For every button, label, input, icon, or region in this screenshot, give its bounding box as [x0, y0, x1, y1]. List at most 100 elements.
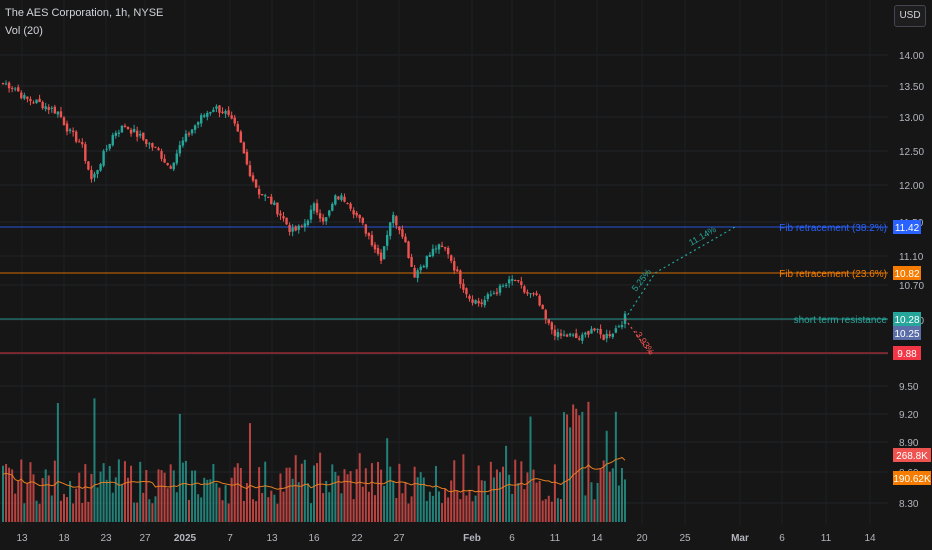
volume-bar	[425, 500, 428, 522]
candle-body	[44, 106, 47, 110]
volume-bar	[288, 467, 291, 522]
volume-bar	[401, 493, 404, 522]
candle-body	[337, 196, 340, 200]
volume-bar	[495, 469, 498, 522]
volume-bar	[569, 427, 572, 522]
volume-bar	[154, 496, 157, 522]
volume-bar	[367, 491, 370, 522]
candle-body	[111, 135, 114, 146]
candle-body	[392, 214, 395, 224]
candle-body	[620, 324, 624, 328]
time-tick-label: 6	[779, 533, 785, 544]
price-tag-value: 10.28	[894, 315, 919, 326]
candle-body	[157, 148, 160, 151]
time-tick-label: 14	[591, 533, 603, 544]
candle-body	[331, 203, 334, 211]
time-axis[interactable]: 13 18 23 27 2025 7 13 16 22 27 Feb 6 11 14 20 25 Mar 6 11 1…	[16, 533, 876, 544]
volume-bar	[26, 483, 29, 522]
candle-body	[126, 126, 130, 130]
volume-bar	[370, 463, 373, 522]
candle-body	[114, 132, 118, 136]
volume-bar	[614, 411, 617, 522]
price-tick-label: 9.20	[899, 410, 919, 421]
candle-body	[349, 203, 352, 209]
candle-body	[105, 148, 108, 150]
volume-bar	[431, 495, 434, 522]
volume-bar	[187, 499, 190, 522]
volume-bar	[139, 461, 142, 522]
volume-bar	[200, 497, 203, 522]
volume-bar	[361, 486, 364, 522]
reference-line-label: Fib retracement (23.6%)	[779, 269, 887, 280]
candle-body	[596, 328, 599, 330]
volume-bar	[203, 477, 206, 522]
candle-body	[13, 88, 17, 90]
candle-body	[495, 292, 499, 294]
volume-bar	[206, 479, 209, 522]
volume-bar	[492, 477, 495, 522]
reference-line-label: Fib retracement (38.2%)	[779, 223, 887, 234]
candle-body	[465, 288, 468, 295]
candle-body	[483, 299, 486, 306]
candle-body	[318, 213, 322, 219]
volume-bar	[547, 495, 550, 522]
volume-bar	[407, 503, 410, 522]
candle-body	[56, 111, 60, 115]
candle-body	[550, 322, 554, 330]
candle-body	[358, 214, 361, 219]
candle-body	[279, 213, 282, 216]
volume-bar	[508, 474, 511, 522]
volume-bar	[178, 413, 181, 522]
candle-body	[90, 170, 93, 180]
candle-body	[602, 334, 605, 340]
candle-body	[184, 133, 188, 142]
candle-body	[614, 328, 618, 333]
volume-bar	[434, 466, 437, 522]
volume-bar	[172, 470, 175, 522]
candle-body	[1, 82, 5, 84]
price-tick-label: 14.00	[899, 51, 924, 62]
volume-bar	[300, 463, 303, 522]
candle-body	[215, 106, 218, 109]
symbol-title: The AES Corporation, 1h, NYSE	[5, 7, 164, 19]
volume-bar	[14, 493, 17, 522]
price-tag	[893, 266, 921, 280]
candle-body	[306, 220, 310, 226]
candle-body	[99, 164, 102, 171]
candle-body	[565, 334, 569, 337]
candle-body	[254, 179, 258, 188]
volume-bar	[483, 480, 486, 522]
volume-bar	[422, 477, 425, 522]
candle-body	[578, 338, 581, 340]
candle-body	[212, 109, 215, 113]
volume-bar	[8, 467, 11, 522]
volume-bar	[142, 492, 145, 522]
volume-bar	[498, 472, 501, 522]
volume-bar	[559, 499, 562, 522]
volume-bar	[23, 503, 26, 522]
volume-bar	[239, 467, 242, 522]
volume-bar	[599, 469, 602, 522]
price-tick-label: 8.30	[899, 499, 919, 510]
candle-body	[282, 216, 285, 219]
candle-body	[517, 280, 520, 282]
volume-bar	[127, 477, 130, 522]
volume-bar	[480, 480, 483, 522]
volume-bar	[617, 485, 620, 522]
candle-body	[181, 140, 185, 146]
volume-bar	[514, 459, 517, 522]
candle-body	[315, 203, 319, 213]
projection-line	[624, 272, 656, 320]
candle-body	[468, 295, 471, 299]
currency-button[interactable]: USD	[894, 5, 926, 27]
volume-bar	[468, 489, 471, 522]
candle-body	[135, 130, 139, 137]
candle-body	[264, 195, 267, 197]
candle-body	[523, 286, 526, 293]
candle-body	[230, 115, 233, 119]
volume-bar	[53, 460, 56, 522]
volume-bar	[120, 484, 123, 522]
candle-body	[514, 280, 517, 282]
volume-bar	[181, 462, 184, 522]
